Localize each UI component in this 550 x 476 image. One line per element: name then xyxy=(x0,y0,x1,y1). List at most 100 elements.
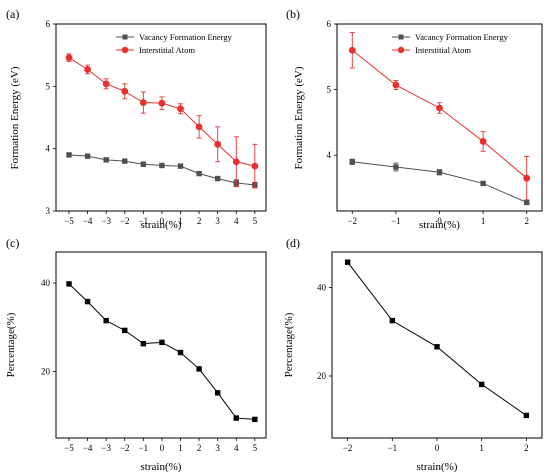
y-axis-label: Percentage(%) xyxy=(5,312,17,377)
data-point xyxy=(139,99,147,106)
x-tick-label: 1 xyxy=(178,216,183,226)
legend-marker xyxy=(398,34,404,40)
data-point xyxy=(195,123,203,131)
x-tick-label: 2 xyxy=(524,216,529,226)
y-axis-label: Formation Energy (eV) xyxy=(9,66,21,169)
y-tick-label: 4 xyxy=(327,150,332,160)
plot-frame xyxy=(55,251,267,439)
x-tick-label: −5 xyxy=(64,216,74,226)
x-tick-label: 1 xyxy=(481,216,486,226)
x-tick-label: −1 xyxy=(391,216,401,226)
data-point xyxy=(159,339,165,346)
panel-label: (d) xyxy=(286,236,300,250)
data-point xyxy=(478,381,485,388)
legend-label: Interstitial Atom xyxy=(139,45,195,55)
y-axis-label: Percentage(%) xyxy=(283,312,295,377)
x-tick-label: 1 xyxy=(178,443,183,453)
data-point xyxy=(177,163,184,169)
series-line xyxy=(347,261,527,416)
y-tick-label: 20 xyxy=(317,371,327,381)
plot-frame xyxy=(55,23,267,212)
data-point xyxy=(344,259,351,265)
legend-label: Vacancy Formation Energy xyxy=(415,32,509,42)
legend-marker xyxy=(397,46,405,54)
data-point xyxy=(84,153,91,159)
x-axis-label: strain(%) xyxy=(141,461,182,473)
data-point xyxy=(523,412,530,419)
panel-label: (c) xyxy=(6,236,19,250)
data-point xyxy=(158,99,166,107)
series-1 xyxy=(349,158,530,206)
data-point xyxy=(122,158,128,164)
data-point xyxy=(84,298,91,305)
series-line xyxy=(68,283,255,420)
x-tick-label: 4 xyxy=(234,443,239,453)
legend-marker xyxy=(121,46,129,54)
chart-panel-a: −5 −4 −3 −2 −1 0 1 2 3 4 5 3 4 5 6 strain(%) Formation E… xyxy=(6,7,267,231)
chart-panel-d: −2 −1 0 1 2 20 40 strain(%) Percentage(%) (d) xyxy=(283,236,543,473)
data-point xyxy=(84,66,91,73)
x-tick-label: 2 xyxy=(524,443,529,453)
data-point xyxy=(159,162,165,169)
y-tick-label: 5 xyxy=(327,85,332,95)
data-point xyxy=(251,162,259,170)
x-tick-label: 0 xyxy=(437,216,442,226)
data-point xyxy=(66,152,72,158)
x-tick-label: 4 xyxy=(234,216,239,226)
data-point xyxy=(480,180,486,187)
panel-label: (b) xyxy=(286,7,300,21)
series-line xyxy=(68,57,255,167)
data-point xyxy=(523,174,531,182)
data-point xyxy=(214,175,221,182)
y-tick-label: 3 xyxy=(46,206,51,216)
x-axis-label: strain(%) xyxy=(417,461,458,473)
x-tick-label: 2 xyxy=(197,216,202,226)
x-tick-label: 5 xyxy=(253,443,258,453)
legend: Vacancy Formation Energy Interstitial Ato… xyxy=(116,32,233,55)
data-point xyxy=(389,317,396,324)
series-1 xyxy=(66,281,258,423)
x-tick-label: 2 xyxy=(197,443,202,453)
x-tick-label: −2 xyxy=(347,216,357,226)
data-point xyxy=(524,199,530,206)
data-point xyxy=(196,170,202,177)
data-point xyxy=(436,104,443,112)
data-point xyxy=(348,46,356,54)
series-1 xyxy=(66,152,258,188)
legend: Vacancy Formation Energy Interstitial Ato… xyxy=(392,32,509,55)
x-tick-label: 0 xyxy=(160,443,165,453)
x-tick-label: −4 xyxy=(83,443,93,453)
x-axis-label: strain(%) xyxy=(419,219,460,231)
data-point xyxy=(177,349,184,356)
panel-label: (a) xyxy=(6,7,19,21)
y-tick-label: 20 xyxy=(41,367,51,377)
chart-panel-b: −2 −1 0 1 2 4 5 6 strain(%) Formation Energy (eV)… xyxy=(286,7,543,231)
series-1 xyxy=(344,259,530,419)
x-tick-label: −2 xyxy=(120,443,130,453)
data-point xyxy=(140,340,147,347)
data-point xyxy=(65,54,73,62)
x-tick-label: 3 xyxy=(215,443,220,453)
data-point xyxy=(479,138,487,145)
data-point xyxy=(177,105,184,113)
x-tick-label: −4 xyxy=(83,216,93,226)
data-point xyxy=(122,327,128,334)
legend-marker xyxy=(122,34,128,40)
x-tick-label: −1 xyxy=(388,443,398,453)
x-tick-label: 5 xyxy=(253,216,258,226)
series-line xyxy=(352,161,527,203)
x-tick-label: −1 xyxy=(139,443,149,453)
x-tick-label: −1 xyxy=(139,216,149,226)
data-point xyxy=(393,164,399,170)
data-point xyxy=(102,80,110,88)
y-axis-label: Formation Energy (eV) xyxy=(293,66,305,169)
legend-label: Vacancy Formation Energy xyxy=(139,32,233,42)
x-tick-label: −5 xyxy=(64,443,74,453)
data-point xyxy=(66,281,72,287)
data-point xyxy=(214,140,222,148)
x-tick-label: 1 xyxy=(479,443,484,453)
data-point xyxy=(434,344,440,350)
data-point xyxy=(103,317,109,324)
data-point xyxy=(121,87,129,95)
